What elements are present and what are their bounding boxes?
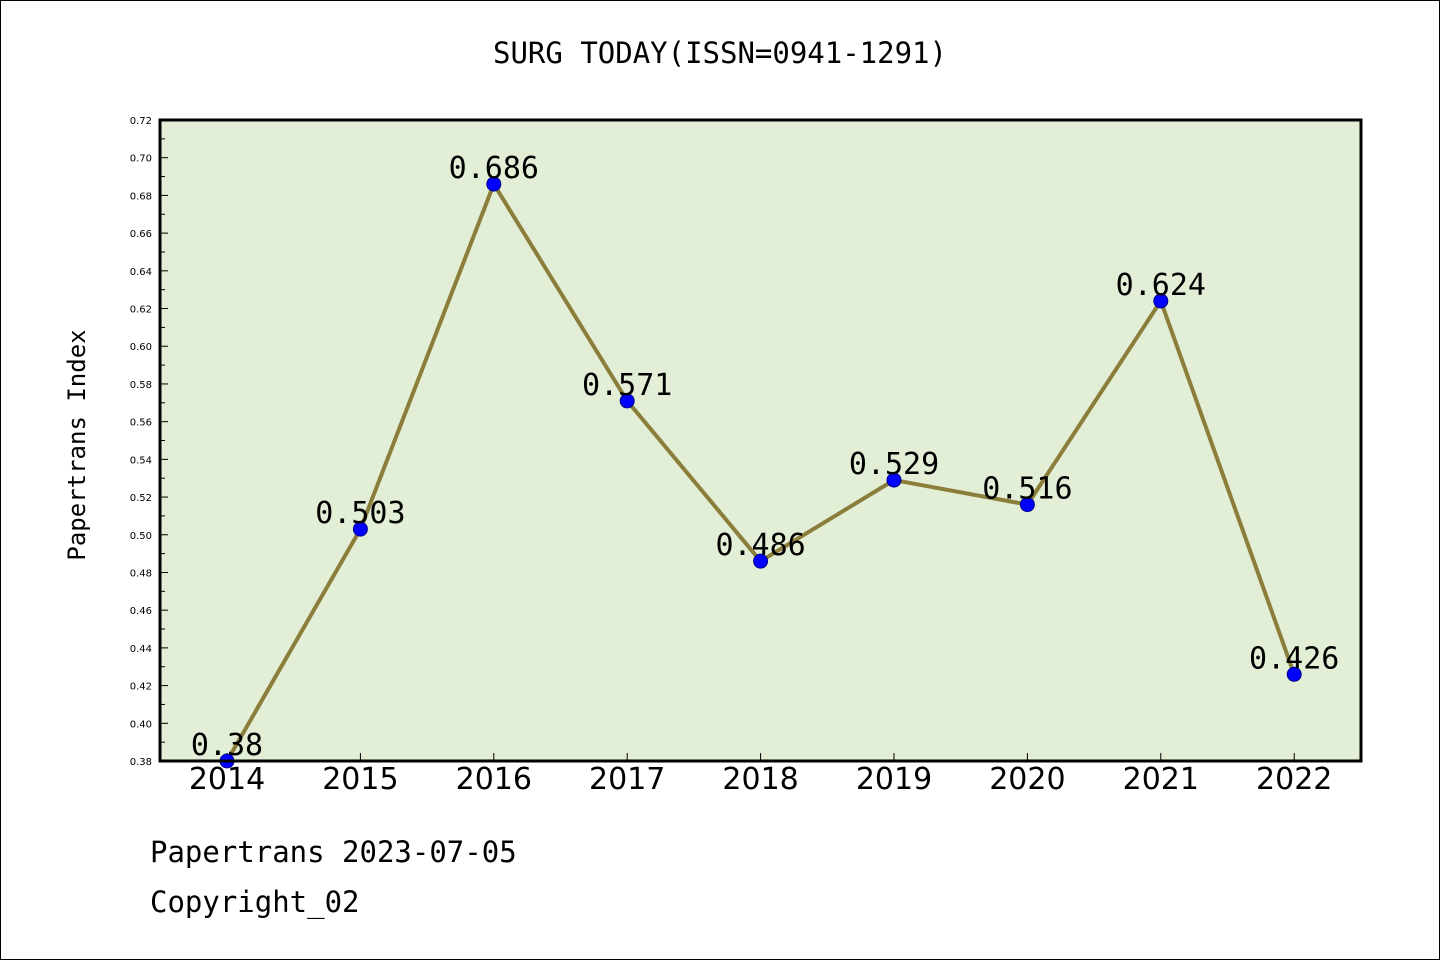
data-label: 0.624 bbox=[1116, 268, 1206, 303]
data-point bbox=[753, 553, 769, 569]
data-markers bbox=[219, 176, 1302, 769]
x-tick-label: 2022 bbox=[1256, 762, 1332, 797]
x-tick-label: 2017 bbox=[589, 762, 665, 797]
chart-title: SURG TODAY(ISSN=0941-1291) bbox=[493, 36, 947, 70]
footer-date: Papertrans 2023-07-05 bbox=[150, 835, 517, 869]
y-tick-label: 0.56 bbox=[130, 418, 152, 429]
plot-area bbox=[160, 120, 1361, 761]
y-tick-label: 0.72 bbox=[130, 116, 152, 127]
y-tick-label: 0.44 bbox=[130, 644, 152, 655]
y-tick-label: 0.60 bbox=[130, 342, 152, 353]
data-label: 0.503 bbox=[315, 496, 405, 531]
data-label: 0.529 bbox=[849, 447, 939, 482]
x-tick-label: 2016 bbox=[456, 762, 532, 797]
y-tick-label: 0.46 bbox=[130, 606, 152, 617]
data-point bbox=[352, 521, 368, 537]
data-point bbox=[1286, 666, 1302, 682]
x-tick-label: 2021 bbox=[1123, 762, 1199, 797]
data-label: 0.426 bbox=[1249, 641, 1339, 676]
plot-border bbox=[158, 118, 1363, 763]
y-tick-label: 0.62 bbox=[130, 305, 152, 316]
data-label: 0.486 bbox=[715, 528, 805, 563]
y-tick-label: 0.42 bbox=[130, 682, 152, 693]
data-point bbox=[486, 176, 502, 192]
x-tick-label: 2018 bbox=[722, 762, 798, 797]
y-tick-label: 0.70 bbox=[130, 154, 152, 165]
data-label: 0.38 bbox=[191, 728, 263, 763]
data-point bbox=[886, 472, 902, 488]
data-point bbox=[1019, 497, 1035, 513]
footer-copyright: Copyright_02 bbox=[150, 885, 360, 919]
x-tick-label: 2019 bbox=[856, 762, 932, 797]
y-tick-label: 0.54 bbox=[130, 455, 152, 466]
data-point bbox=[619, 393, 635, 409]
y-tick-label: 0.40 bbox=[130, 719, 152, 730]
data-label: 0.571 bbox=[582, 368, 672, 403]
data-label: 0.686 bbox=[449, 151, 539, 186]
y-tick-label: 0.50 bbox=[130, 531, 152, 542]
data-label: 0.516 bbox=[982, 472, 1072, 507]
y-tick-label: 0.38 bbox=[130, 757, 152, 768]
y-axis-label: Papertrans Index bbox=[63, 329, 91, 560]
y-tick-label: 0.64 bbox=[130, 267, 152, 278]
data-labels: 0.38 0.503 0.686 0.571 0.486 0.529 0.516 0.624 0… bbox=[191, 151, 1339, 763]
data-point bbox=[1153, 293, 1169, 309]
y-tick-label: 0.58 bbox=[130, 380, 152, 391]
y-tick-label: 0.68 bbox=[130, 191, 152, 202]
y-tick-label: 0.52 bbox=[130, 493, 152, 504]
x-tick-label: 2015 bbox=[322, 762, 398, 797]
y-tick-label: 0.66 bbox=[130, 229, 152, 240]
x-tick-label: 2020 bbox=[989, 762, 1065, 797]
y-tick-label: 0.48 bbox=[130, 568, 152, 579]
